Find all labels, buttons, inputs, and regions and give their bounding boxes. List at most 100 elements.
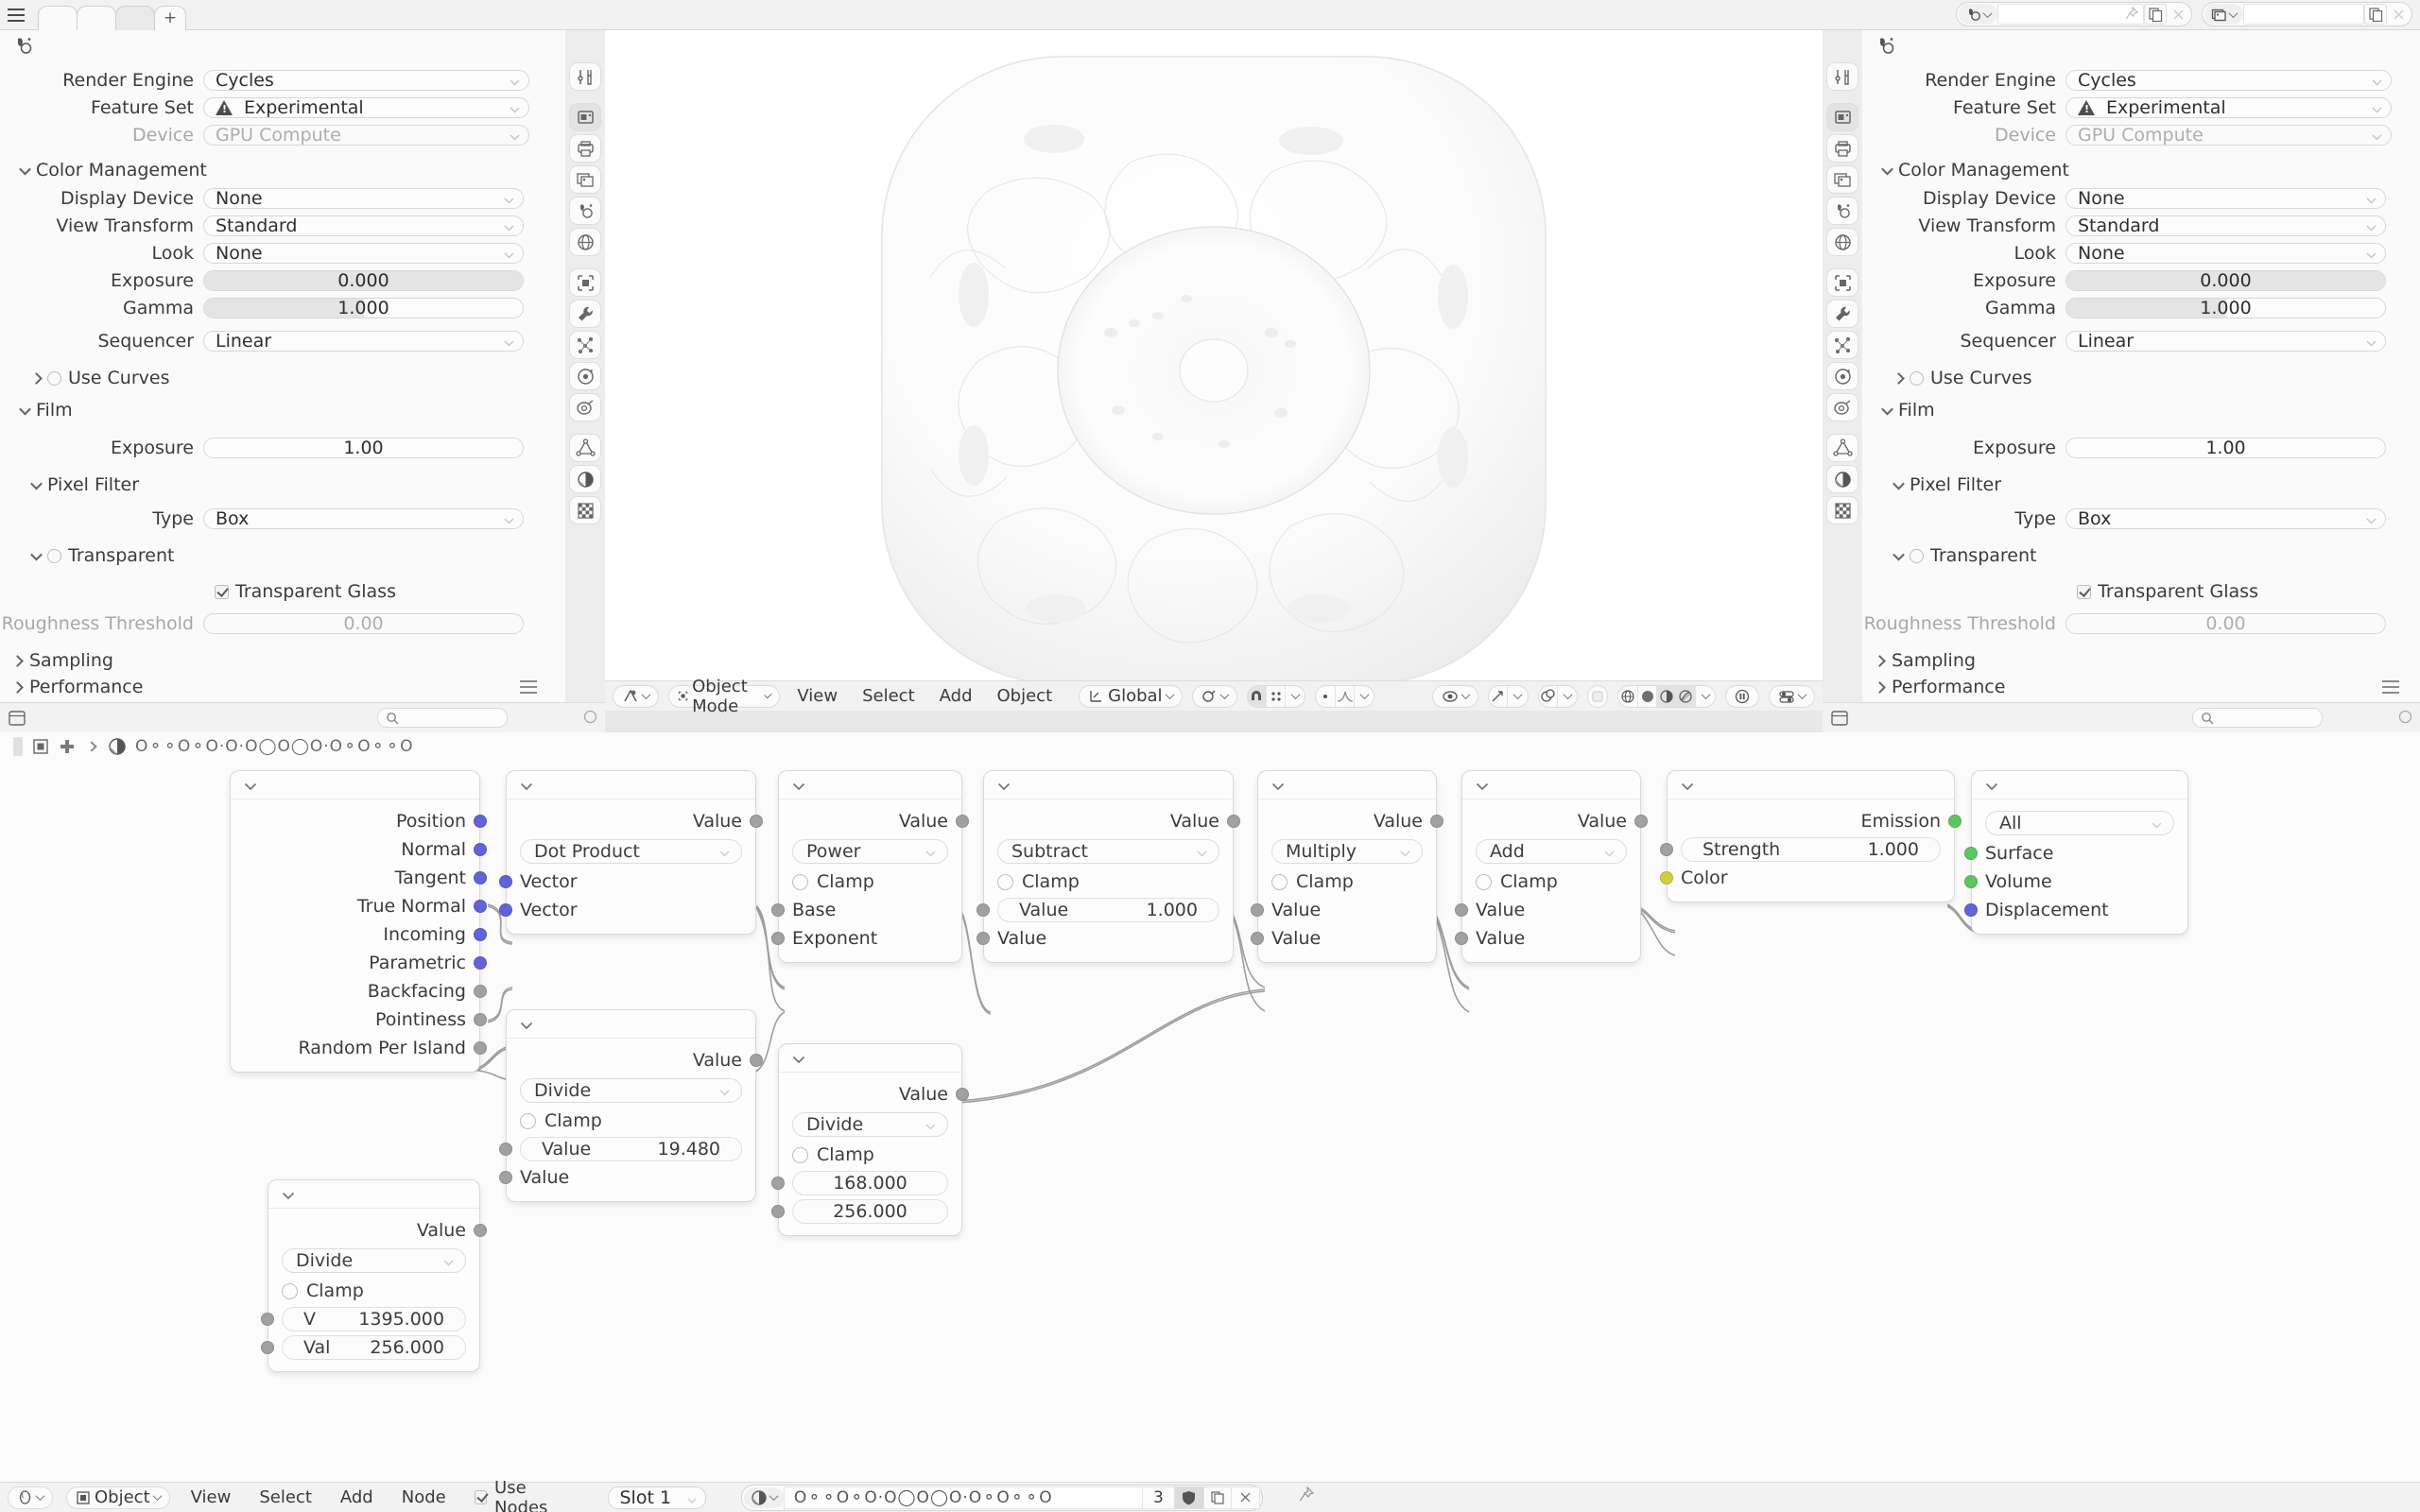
node-menu-select[interactable]: Select (259, 1487, 312, 1507)
socket-in[interactable] (977, 903, 990, 917)
node-math-divide-mid[interactable]: Value Divide Clamp Value 19.480 Value (499, 1009, 763, 1202)
properties-tab-particles-icon[interactable] (1826, 331, 1858, 359)
node-canvas[interactable]: Position Normal Tangent True Normal Inco… (0, 761, 2420, 1482)
snap-group[interactable] (1246, 684, 1306, 708)
resize-handle[interactable] (13, 737, 23, 756)
transparent-checkbox[interactable] (1910, 548, 1924, 563)
node-clamp-row[interactable]: Clamp (779, 1141, 961, 1169)
properties-tab-tool-icon[interactable] (569, 62, 601, 91)
node-header[interactable] (779, 771, 961, 799)
properties-search-input-right[interactable] (2192, 708, 2323, 728)
node-output-value[interactable]: Value (268, 1216, 487, 1245)
transparent-checkbox[interactable] (47, 548, 61, 563)
add-workspace-button[interactable]: + (154, 5, 186, 30)
main-menu-icon[interactable] (0, 0, 32, 30)
image-close-button[interactable] (2387, 4, 2410, 25)
falloff-curve-icon[interactable] (1336, 685, 1356, 707)
node-collapse-icon[interactable] (997, 775, 1011, 796)
node-value-field-1[interactable]: Val 256.000 (282, 1335, 466, 1360)
node-output-value[interactable]: Value (1258, 807, 1443, 835)
node-value-row-1[interactable]: Val 256.000 (261, 1333, 479, 1362)
slider-gamma[interactable]: 1.000 (2066, 297, 2386, 318)
node-clamp-row[interactable]: Clamp (507, 1107, 755, 1135)
node-math-subtract[interactable]: Value Subtract Clamp Value 1.000 Value (977, 770, 1240, 963)
socket-out[interactable] (474, 1041, 487, 1055)
viewport-gizmo-toggle[interactable] (1769, 684, 1815, 708)
field-render-engine[interactable]: Cycles (203, 69, 529, 91)
properties-tab-texture-icon[interactable] (1826, 496, 1858, 524)
viewport-menu-view[interactable]: View (797, 686, 838, 706)
transform-orientation[interactable]: Global (1079, 684, 1183, 708)
clamp-checkbox[interactable] (1271, 873, 1288, 890)
gizmo-icon[interactable] (1489, 685, 1509, 707)
node-value-field-row[interactable]: Value 19.480 (499, 1135, 755, 1163)
node-math-multiply[interactable]: Value Multiply Clamp Value Value (1251, 770, 1443, 963)
socket-in[interactable] (261, 1341, 274, 1354)
node-value-field-row[interactable]: Value 1.000 (977, 896, 1233, 924)
socket-out[interactable] (956, 1088, 969, 1101)
node-output-value[interactable]: Value (984, 807, 1240, 835)
row-transparent-glass[interactable]: Transparent Glass (215, 579, 565, 604)
node-output-true-normal[interactable]: True Normal (231, 892, 487, 920)
node-target-dropdown[interactable]: All (1985, 811, 2174, 835)
socket-in[interactable] (261, 1313, 274, 1326)
field-render-engine[interactable]: Cycles (2066, 69, 2392, 91)
socket-out[interactable] (1948, 815, 1962, 828)
viewport-menu-select[interactable]: Select (862, 686, 915, 706)
node-clamp-row[interactable]: Clamp (779, 868, 961, 896)
node-value-row-0[interactable]: V 1395.000 (261, 1305, 479, 1333)
socket-out[interactable] (750, 815, 763, 828)
gizmo-chevron-icon[interactable] (1508, 686, 1527, 707)
section-pixel-filter[interactable]: Pixel Filter (30, 472, 565, 497)
properties-tab-render-icon[interactable] (1826, 103, 1858, 131)
node-menu-node[interactable]: Node (401, 1487, 446, 1507)
socket-out[interactable] (474, 956, 487, 970)
field-feature-set[interactable]: Experimental (203, 96, 529, 118)
properties-tab-tool-icon[interactable] (1826, 62, 1858, 91)
socket-out[interactable] (474, 985, 487, 998)
socket-out[interactable] (1227, 815, 1240, 828)
socket-out[interactable] (474, 871, 487, 885)
node-input-exponent[interactable]: Exponent (771, 924, 961, 953)
node-operation-dropdown[interactable]: Divide (792, 1112, 948, 1137)
socket-in[interactable] (771, 1205, 785, 1218)
properties-tab-scene-icon[interactable] (1826, 197, 1858, 225)
node-collapse-icon[interactable] (1681, 775, 1694, 796)
node-output-value[interactable]: Value (507, 1046, 763, 1074)
node-clamp-row[interactable]: Clamp (1258, 868, 1436, 896)
field-device[interactable]: GPU Compute (203, 124, 529, 146)
node-operation-dropdown[interactable]: Divide (520, 1078, 742, 1103)
material-sphere-icon[interactable] (108, 737, 127, 756)
properties-tab-output-icon[interactable] (1826, 134, 1858, 163)
node-strength-row[interactable]: Strength 1.000 (1660, 835, 1954, 864)
node-input-value[interactable]: Value (499, 1163, 755, 1192)
node-header[interactable] (779, 1044, 961, 1073)
node-input-color[interactable]: Color (1660, 864, 1954, 892)
field-view-transform[interactable]: Standard (203, 215, 524, 236)
section-transparent[interactable]: Transparent (30, 543, 565, 568)
node-value-row-1[interactable]: 256.000 (771, 1197, 961, 1226)
node-output-value[interactable]: Value (507, 807, 763, 835)
node-input-surface[interactable]: Surface (1964, 839, 2187, 868)
node-clamp-row[interactable]: Clamp (984, 868, 1233, 896)
clamp-checkbox[interactable] (997, 873, 1013, 890)
node-input-volume[interactable]: Volume (1964, 868, 2187, 896)
section-color-management[interactable]: Color Management (1881, 158, 2420, 182)
node-value-field[interactable]: Value 19.480 (520, 1137, 742, 1161)
node-header[interactable] (1972, 771, 2187, 799)
node-input-value[interactable]: Value (977, 924, 1233, 953)
properties-tab-object-icon[interactable] (569, 268, 601, 297)
properties-tab-object-icon[interactable] (1826, 268, 1858, 297)
node-math-divide-bottom[interactable]: Value Divide Clamp V 1395.000 Val 256.00… (261, 1179, 487, 1372)
field-roughness-threshold[interactable]: 0.00 (203, 612, 524, 634)
node-input-vector[interactable]: Vector (499, 896, 755, 924)
socket-in[interactable] (1455, 932, 1468, 945)
node-header[interactable] (1258, 771, 1436, 799)
use-nodes-toggle[interactable]: Use Nodes (467, 1478, 581, 1512)
snap-target-button[interactable] (1191, 684, 1237, 708)
properties-tab-physics-icon[interactable] (569, 362, 601, 390)
viewport-canvas[interactable] (605, 30, 1823, 711)
node-clamp-row[interactable]: Clamp (268, 1277, 479, 1305)
shader-node-editor[interactable]: O⚬⚬O⚬O·O·O◯O◯O·O⚬O⚬⚬O (0, 732, 2420, 1512)
node-operation-dropdown[interactable]: Dot Product (520, 839, 742, 864)
